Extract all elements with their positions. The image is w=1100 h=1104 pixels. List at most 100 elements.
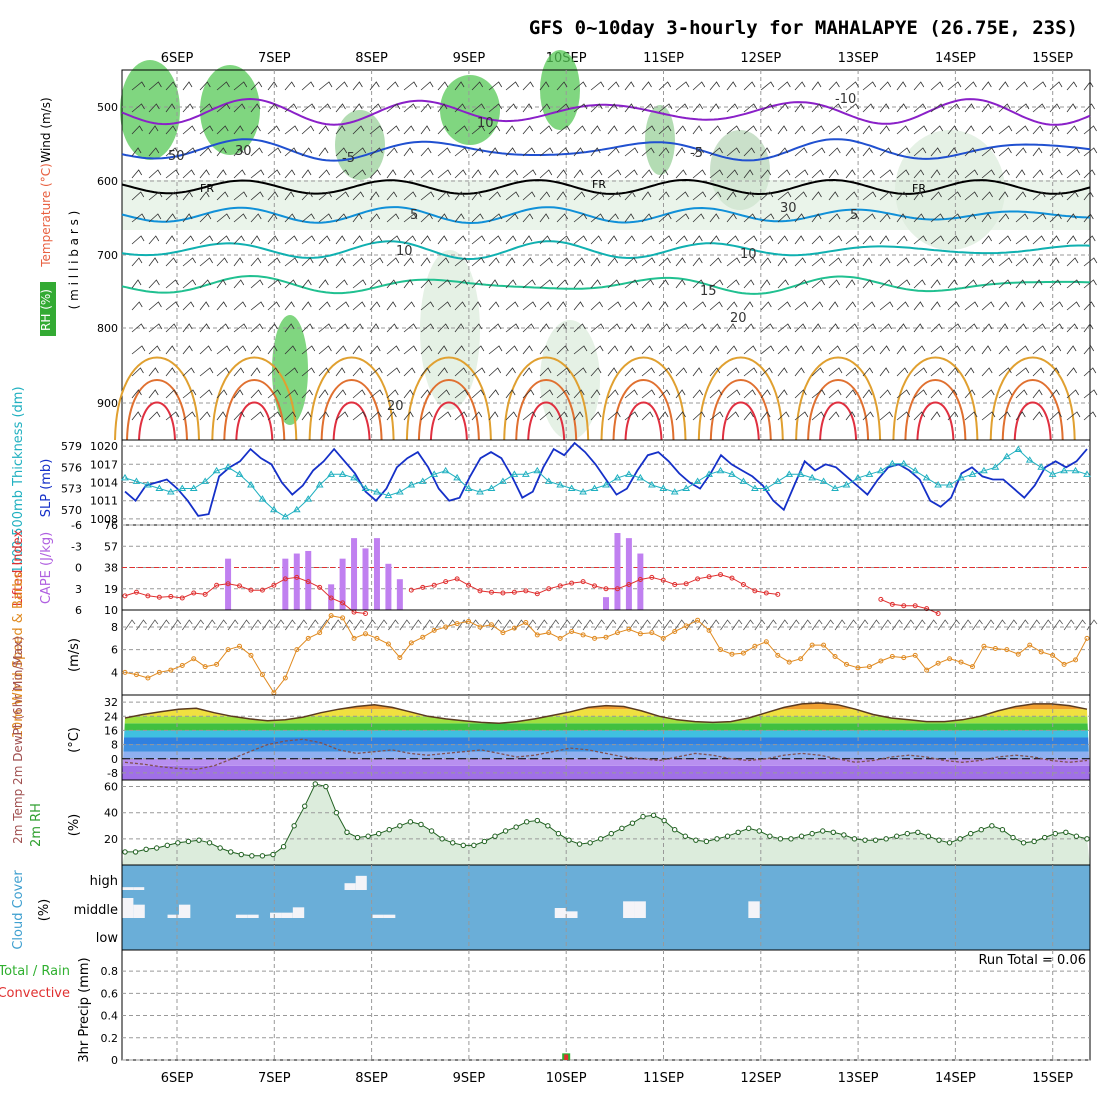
wind-barb xyxy=(709,235,720,245)
wind-barb xyxy=(1032,191,1046,201)
wind-barb xyxy=(828,213,841,223)
wind-barb xyxy=(1066,235,1077,245)
wind-barb xyxy=(165,411,180,421)
wind-barb xyxy=(318,125,329,135)
wind10-point xyxy=(523,619,529,625)
thickness-point xyxy=(201,477,210,484)
wind-barb xyxy=(539,169,553,179)
wind-barb xyxy=(1066,213,1077,223)
cloud-level-label: high xyxy=(90,874,118,889)
wind-barb xyxy=(1049,81,1063,91)
wind-barb xyxy=(760,345,775,355)
wind-barb xyxy=(692,191,707,201)
wind-barb xyxy=(896,147,911,157)
rh-point xyxy=(481,838,488,845)
wind10-barb xyxy=(571,619,582,631)
wind10-point xyxy=(981,643,987,649)
thickness-point xyxy=(693,477,702,484)
wind-barb xyxy=(352,301,366,311)
wind-barb xyxy=(913,257,928,267)
wind10-barb xyxy=(1006,619,1018,631)
wind10-barb xyxy=(811,619,823,631)
wind-barb xyxy=(896,411,911,421)
wind-barb xyxy=(556,125,571,135)
wind-barb xyxy=(794,323,807,333)
wind-barb xyxy=(607,301,622,311)
cape-tick: 38 xyxy=(104,562,118,575)
rh-point xyxy=(249,853,255,859)
wind-barb xyxy=(199,125,214,135)
temp-tick: -8 xyxy=(107,767,118,780)
wind-barb xyxy=(828,103,842,113)
wind10-point xyxy=(1038,649,1044,655)
wind10-point xyxy=(603,634,609,640)
wind-barb xyxy=(522,235,533,245)
wind-barb xyxy=(556,169,567,179)
wind-barb xyxy=(947,323,962,333)
wind-barb xyxy=(301,257,314,267)
label-precip-axis: 3hr Precip (mm) xyxy=(77,957,92,1062)
wind-barb xyxy=(675,301,688,311)
date-label-top: 8SEP xyxy=(355,51,388,66)
wind-barb xyxy=(811,103,823,113)
wind-barb xyxy=(573,301,584,311)
wind-barb xyxy=(760,169,772,179)
label-precip-conv: Convective xyxy=(0,986,70,1001)
wind-barb xyxy=(522,389,535,399)
wind-barb xyxy=(981,411,996,421)
thickness-point xyxy=(338,470,347,477)
wind-barb xyxy=(879,191,893,201)
wind10-point xyxy=(786,659,792,665)
wind-barb xyxy=(675,169,687,179)
wind-barb xyxy=(811,411,825,421)
wind-barb xyxy=(1083,301,1095,311)
wind-barb xyxy=(896,169,910,179)
temp-band xyxy=(122,744,1090,752)
rh-point xyxy=(407,819,414,825)
wind-barb xyxy=(913,147,927,157)
wind10-point xyxy=(340,615,346,621)
wind-barb xyxy=(794,301,809,311)
wind-barb xyxy=(709,191,722,201)
wind-barb xyxy=(641,389,656,399)
wind10-point xyxy=(798,656,804,662)
wind10-point xyxy=(752,643,758,649)
wind10-barb xyxy=(743,619,754,631)
wind-barb xyxy=(403,411,414,421)
wind-barb xyxy=(233,81,248,91)
wind-barb xyxy=(1049,213,1062,223)
contour-label: 10 xyxy=(396,244,413,259)
thickness-point xyxy=(407,480,416,488)
wind-barb xyxy=(760,213,775,223)
wind-barb xyxy=(1083,279,1097,289)
wind10-point xyxy=(924,667,930,673)
thickness-point xyxy=(705,470,713,477)
temp-band xyxy=(122,709,1090,717)
wind-barb xyxy=(267,235,279,245)
wind-barb xyxy=(573,103,588,113)
wind-barb xyxy=(709,345,720,355)
wind-barb xyxy=(284,301,295,311)
wind-barb xyxy=(981,301,995,311)
wind-barb xyxy=(658,191,670,201)
rh-point xyxy=(333,809,340,816)
contour-25 xyxy=(515,379,578,441)
wind-barb xyxy=(335,323,349,333)
cape-bar xyxy=(305,550,312,610)
side-labels: Wind (m/s) Temperature (°C) RH (%) ( m i… xyxy=(0,97,1086,1062)
wind10-barb xyxy=(319,619,331,631)
li-point xyxy=(328,595,334,601)
wind10-point xyxy=(809,642,815,648)
wind-barb xyxy=(386,147,398,157)
thickness-tick: 579 xyxy=(61,440,82,453)
rh-tick: 20 xyxy=(104,833,118,846)
wind-barb xyxy=(505,257,516,267)
wind-barb xyxy=(352,367,364,377)
thickness-point xyxy=(418,477,427,484)
wind-barb xyxy=(250,235,261,245)
thickness-point xyxy=(315,480,324,488)
wind10-point xyxy=(695,617,701,623)
wind-barb xyxy=(471,323,483,333)
wind-barb xyxy=(1032,301,1045,311)
